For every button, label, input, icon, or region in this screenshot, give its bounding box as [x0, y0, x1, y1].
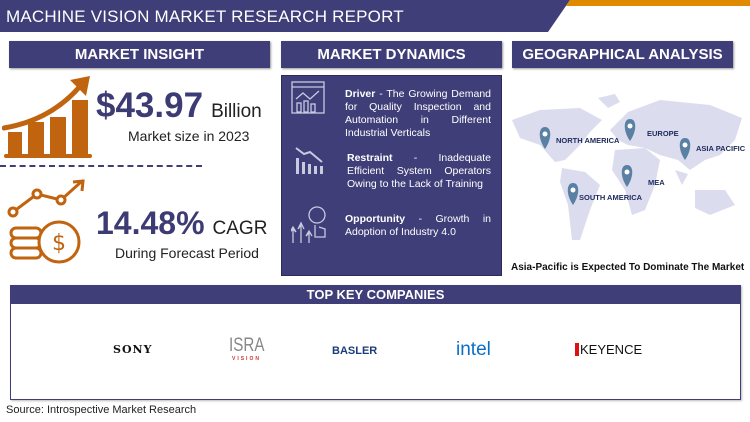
coins-growth-icon: $ [7, 179, 85, 264]
sony-logo: SONY [113, 343, 153, 356]
svg-text:$: $ [52, 231, 66, 256]
divider [0, 165, 202, 167]
companies-header: TOP KEY COMPANIES [10, 285, 741, 304]
opportunity-item: Opportunity - Growth in Adoption of Indu… [345, 213, 491, 238]
geographical-analysis-header: GEOGRAPHICAL ANALYSIS [512, 41, 733, 68]
market-dynamics-header: MARKET DYNAMICS [281, 41, 502, 68]
market-size-unit: Billion [211, 101, 262, 122]
intel-logo: intel [456, 339, 491, 360]
basler-logo: BASLER [332, 345, 378, 357]
isra-vision-logo: VISION [232, 356, 261, 362]
keyence-logo: KEYENCE [575, 343, 642, 356]
growth-bar-chart-icon [2, 76, 92, 158]
region-europe: EUROPE [647, 129, 679, 138]
declining-chart-icon [295, 147, 323, 174]
analytics-dashboard-icon [291, 81, 325, 114]
market-insight-header: MARKET INSIGHT [9, 41, 270, 68]
market-size-caption: Market size in 2023 [128, 128, 250, 144]
region-north-america: NORTH AMERICA [556, 136, 620, 145]
cagr-row: 14.48% CAGR [96, 207, 267, 239]
cagr-value: 14.48% [96, 205, 205, 241]
market-size-row: $43.97 Billion [96, 88, 262, 123]
region-asia-pacific: ASIA PACIFIC [696, 144, 746, 153]
source-note: Source: Introspective Market Research [6, 404, 197, 416]
title-banner [0, 0, 750, 32]
world-map [512, 94, 742, 240]
restraint-item: Restraint - Inadequate Efficient System … [347, 152, 491, 190]
geo-caption: Asia-Pacific is Expected To Dominate The… [511, 262, 745, 273]
isra-logo: ISRA [229, 335, 265, 356]
cagr-unit: CAGR [212, 218, 268, 239]
innovation-growth-icon [291, 206, 326, 243]
region-south-america: SOUTH AMERICA [579, 193, 643, 202]
market-size-value: $43.97 [96, 86, 204, 125]
report-title: MACHINE VISION MARKET RESEARCH REPORT [6, 7, 404, 26]
region-mea: MEA [648, 178, 665, 187]
cagr-caption: During Forecast Period [115, 245, 259, 261]
driver-item: Driver - The Growing Demand for Quality … [345, 88, 491, 139]
market-dynamics-panel [281, 75, 502, 276]
